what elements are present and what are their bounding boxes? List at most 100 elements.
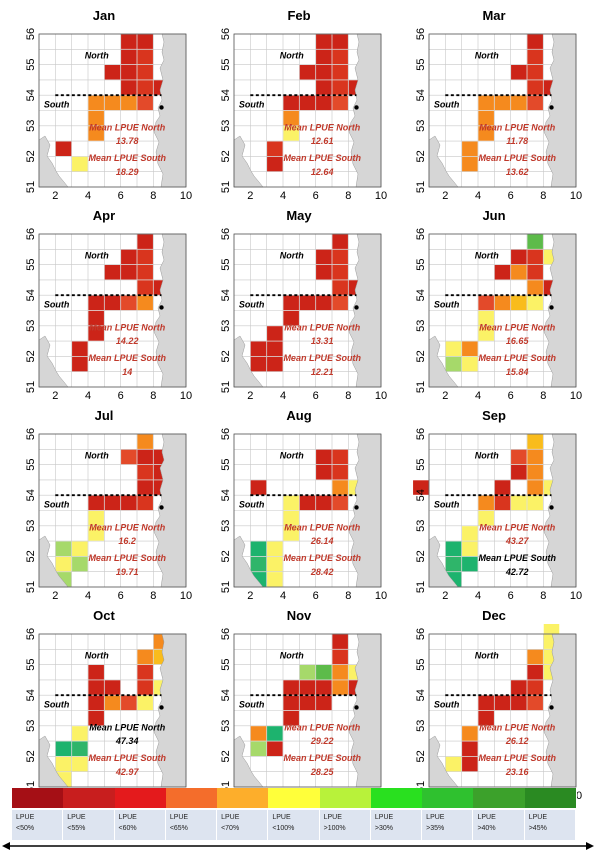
x-tick-label: 2: [52, 190, 58, 202]
legend-label-line2: >45%: [528, 825, 547, 832]
lpue-cell: [137, 434, 153, 449]
lpue-cell: [527, 465, 543, 480]
mean-south-label: Mean LPUE South: [283, 353, 361, 363]
lpue-cell: [332, 680, 348, 695]
plot-frame: [38, 433, 187, 588]
legend-label-line1: LPUE: [67, 814, 86, 821]
land-shape: [153, 433, 187, 588]
y-tick-label: 56: [415, 28, 427, 40]
lpue-cell: [527, 665, 543, 680]
port-marker: [354, 505, 359, 510]
plot-frame: [38, 33, 187, 188]
legend-label-box: LPUE <100%: [268, 810, 319, 840]
y-tick-label: 51: [220, 181, 232, 193]
land-shape: [543, 633, 577, 788]
y-tick-label: 55: [25, 258, 37, 270]
lpue-cell: [72, 556, 88, 572]
y-tick-label: 54: [25, 489, 37, 501]
lpue-cell: [462, 156, 478, 172]
x-tick-label: 8: [150, 590, 156, 602]
map-svg: 2 4 6 8 10 51 52 53 54 55 56 North South Mean LPUE No…: [220, 228, 387, 402]
lpue-cell: [283, 310, 299, 326]
lpue-cell: [478, 710, 494, 726]
north-label: North: [280, 50, 304, 60]
plot-frame: [428, 433, 577, 588]
south-label: South: [434, 99, 460, 109]
lpue-cell: [104, 680, 121, 695]
lpue-cell: [137, 249, 153, 265]
lpue-cell: [299, 295, 316, 311]
lpue-cell: [88, 95, 104, 111]
lpue-cell: [137, 95, 153, 111]
lpue-cell: [72, 156, 88, 172]
chart-grid: Jan 2 4 6 8 10 51 52 53 54 55 56 North South Mean LPUE…: [25, 8, 594, 802]
lpue-cell: [478, 510, 494, 526]
lpue-cell: [494, 265, 511, 280]
plot-frame: [233, 33, 382, 188]
y-tick-label: 53: [220, 720, 232, 732]
lpue-cell: [316, 34, 332, 49]
lpue-cell: [137, 65, 153, 80]
lpue-cell: [478, 495, 494, 511]
x-tick-label: 6: [313, 190, 319, 202]
mean-south-value: 18.29: [116, 167, 139, 177]
panel-title: May: [286, 208, 312, 223]
lpue-cell: [121, 249, 137, 265]
lpue-cell: [137, 665, 153, 680]
mean-north-label: Mean LPUE North: [284, 722, 361, 732]
plot-frame: [38, 233, 187, 388]
lpue-cell: [283, 126, 299, 141]
legend-swatch: [268, 788, 321, 808]
legend-swatch: [473, 788, 526, 808]
plot-frame: [233, 233, 382, 388]
lpue-cell: [283, 95, 299, 111]
mean-north-label: Mean LPUE North: [479, 122, 556, 132]
north-label: North: [475, 250, 499, 260]
lpue-cell: [55, 541, 72, 556]
x-tick-label: 10: [180, 190, 192, 202]
lpue-cell: [121, 295, 137, 311]
lpue-cell: [332, 295, 348, 311]
mean-south-value: 12.21: [311, 367, 334, 377]
lpue-cell: [316, 80, 332, 95]
map-panel-sep: Sep 2 4 6 8 10 51 52 53 54 55 56 North South Mean LPUE…: [394, 406, 594, 606]
lpue-cell: [332, 495, 348, 511]
x-tick-label: 2: [442, 190, 448, 202]
mean-north-value: 13.78: [116, 136, 139, 146]
x-tick-label: 4: [475, 390, 481, 402]
x-tick-label: 10: [375, 590, 387, 602]
mean-south-value: 15.84: [506, 367, 529, 377]
y-tick-label: 55: [415, 258, 427, 270]
x-tick-label: 6: [313, 390, 319, 402]
panel-title: Sep: [482, 408, 506, 423]
legend-label-line1: LPUE: [169, 814, 189, 821]
lpue-cell: [478, 695, 494, 711]
legend-swatch: [422, 788, 475, 808]
x-tick-label: 6: [118, 590, 124, 602]
lpue-cell: [121, 495, 137, 511]
x-tick-label: 8: [540, 590, 546, 602]
legend-swatch: [114, 788, 167, 808]
mean-south-value: 12.64: [311, 167, 334, 177]
lpue-cell: [332, 265, 348, 280]
lpue-cell: [527, 80, 543, 95]
port-marker: [549, 505, 554, 510]
x-tick-label: 4: [85, 190, 91, 202]
lpue-cell: [88, 710, 104, 726]
y-tick-label: 56: [220, 628, 232, 640]
lpue-cell: [511, 465, 527, 480]
lpue-cell: [511, 449, 527, 465]
lpue-cell: [527, 649, 543, 665]
y-tick-label: 54: [25, 289, 37, 301]
lpue-cell: [527, 234, 543, 249]
map-panel-may: May 2 4 6 8 10 51 52 53 54 55 56 North South Mean LPUE…: [199, 206, 399, 406]
lpue-cell: [527, 65, 543, 80]
y-tick-label: 56: [25, 228, 37, 240]
legend-swatch: [63, 788, 116, 808]
legend-label-line2: >35%: [426, 825, 445, 832]
lpue-cell: [462, 356, 478, 372]
panel-title: Apr: [92, 208, 116, 223]
lpue-cell: [267, 726, 283, 741]
x-tick-label: 4: [280, 590, 286, 602]
lpue-cell: [137, 695, 153, 711]
